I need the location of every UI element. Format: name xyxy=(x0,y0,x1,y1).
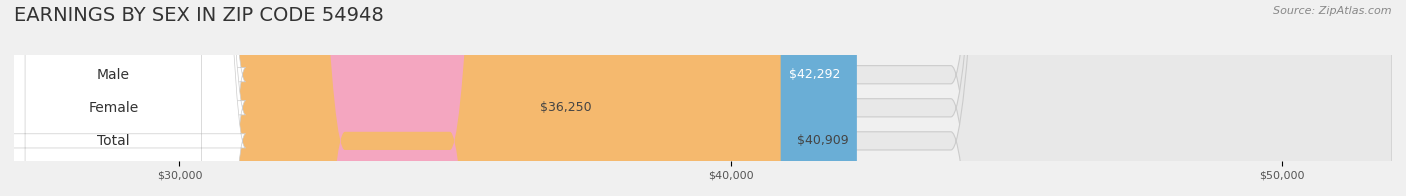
Text: Female: Female xyxy=(89,101,138,115)
FancyBboxPatch shape xyxy=(0,0,246,196)
FancyBboxPatch shape xyxy=(14,0,1392,196)
Text: $40,909: $40,909 xyxy=(797,134,849,147)
FancyBboxPatch shape xyxy=(0,0,246,196)
FancyBboxPatch shape xyxy=(14,0,524,196)
Text: EARNINGS BY SEX IN ZIP CODE 54948: EARNINGS BY SEX IN ZIP CODE 54948 xyxy=(14,6,384,25)
FancyBboxPatch shape xyxy=(14,0,856,196)
FancyBboxPatch shape xyxy=(14,0,780,196)
FancyBboxPatch shape xyxy=(14,0,1392,196)
Text: Source: ZipAtlas.com: Source: ZipAtlas.com xyxy=(1274,6,1392,16)
FancyBboxPatch shape xyxy=(14,0,1392,196)
FancyBboxPatch shape xyxy=(0,0,246,196)
Text: $36,250: $36,250 xyxy=(540,101,592,114)
Text: $42,292: $42,292 xyxy=(789,68,841,81)
Text: Male: Male xyxy=(97,68,129,82)
Text: Total: Total xyxy=(97,134,129,148)
